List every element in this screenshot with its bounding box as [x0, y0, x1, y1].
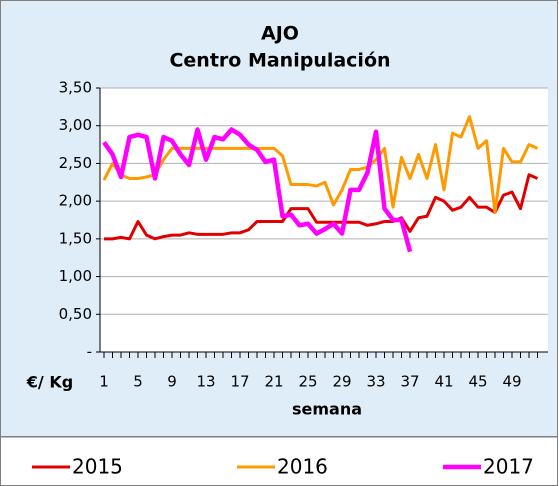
x-tick-label: 33 — [366, 373, 385, 391]
legend-label: 2017 — [483, 455, 534, 479]
series-line — [102, 127, 413, 253]
y-unit-label: €/ Kg — [26, 373, 73, 392]
legend-label: 2015 — [72, 455, 123, 479]
y-tick-label: 2,50 — [59, 154, 92, 172]
x-tick-label: 49 — [502, 373, 521, 391]
chart-title: AJO — [261, 23, 299, 45]
y-tick-label: 2,00 — [59, 192, 92, 210]
y-tick-label: 0,50 — [59, 305, 92, 323]
y-tick-label: 3,00 — [59, 116, 92, 134]
x-tick-label: 45 — [468, 373, 487, 391]
x-tick-label: 21 — [264, 373, 283, 391]
legend-box — [0, 436, 558, 486]
x-axis-title: semana — [292, 400, 362, 419]
x-tick-label: 29 — [332, 373, 351, 391]
plot-area — [100, 88, 548, 352]
x-tick-label: 13 — [196, 373, 215, 391]
x-tick-label: 9 — [167, 373, 177, 391]
chart-subtitle: Centro Manipulación — [169, 50, 390, 72]
x-tick-label: 37 — [400, 373, 419, 391]
x-tick-label: 5 — [133, 373, 143, 391]
y-tick-label: 3,50 — [59, 79, 92, 97]
y-tick-label: 1,00 — [59, 267, 92, 285]
x-tick-label: 17 — [230, 373, 249, 391]
x-tick-label: 41 — [434, 373, 453, 391]
y-tick-label: - — [87, 343, 92, 361]
series-line — [104, 173, 539, 241]
x-tick-label: 1 — [99, 373, 109, 391]
x-tick-label: 25 — [298, 373, 317, 391]
y-tick-label: 1,50 — [59, 229, 92, 247]
legend-label: 2016 — [277, 455, 328, 479]
